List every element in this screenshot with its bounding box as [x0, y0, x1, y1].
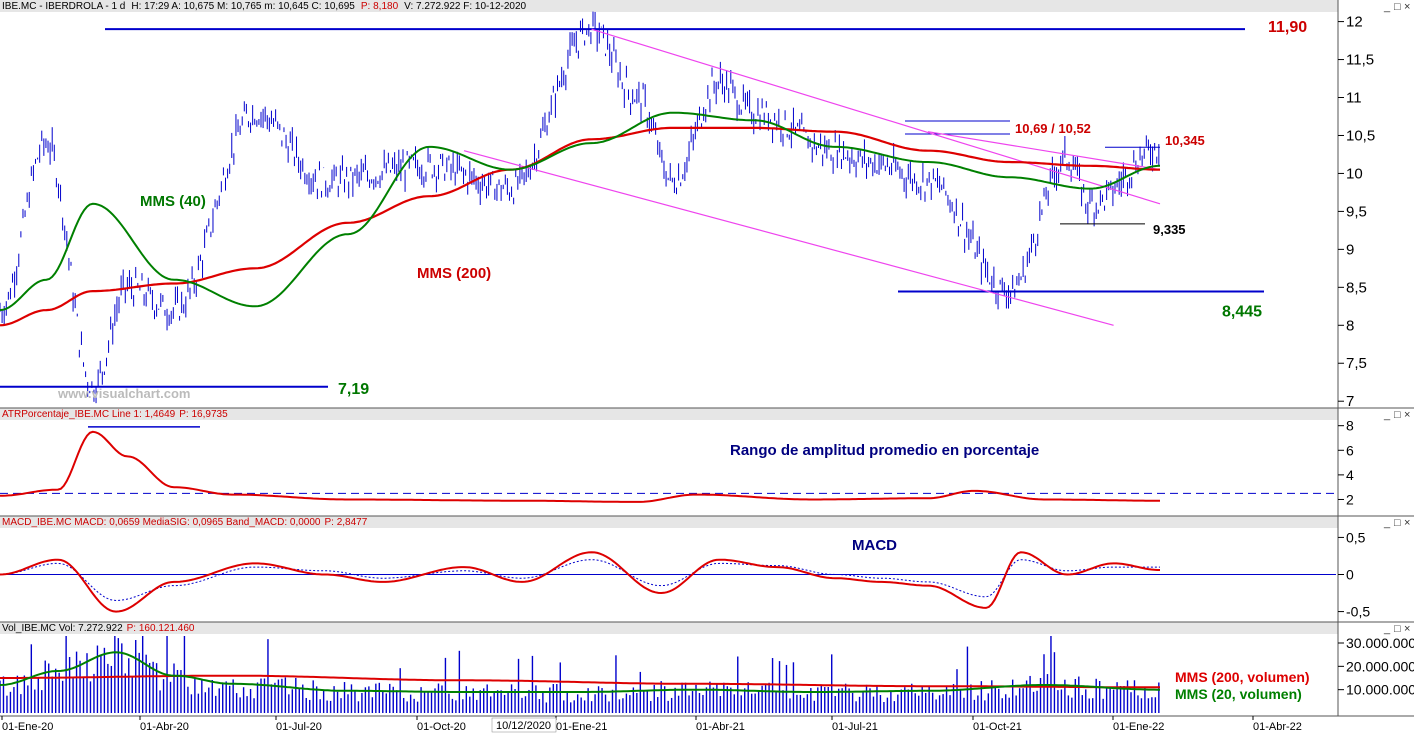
atr-header-bar	[0, 408, 1338, 420]
y-tick-label: 20.000.000	[1346, 658, 1414, 674]
restore-button[interactable]: □	[1394, 409, 1401, 421]
channel-lower-line	[463, 150, 1114, 326]
x-tick-label: 01-Abr-20	[140, 721, 189, 733]
y-tick-label: 11,5	[1346, 52, 1374, 69]
y-tick-label: 8,5	[1346, 279, 1367, 296]
price-pane: 7 7,5 8 8,5 9 9,5 10 10,5 11 11,5 12 11,90 10,69 / …	[0, 11, 1375, 410]
y-tick-label: 0	[1346, 567, 1354, 583]
x-tick-label: 01-Jul-21	[832, 721, 878, 733]
y-tick-label: 11	[1346, 90, 1362, 107]
atr-header-text: ATRPorcentaje_IBE.MC Line 1: 1,4649 P: 16…	[2, 409, 228, 420]
macd-header-text: MACD_IBE.MC MACD: 0,0659 MediaSIG: 0,096…	[2, 517, 368, 528]
x-tick-label: 01-Ene-21	[556, 721, 607, 733]
cursor-date: 10/12/2020	[496, 720, 551, 732]
y-tick-label: 7	[1346, 393, 1354, 410]
mms200-label: MMS (200)	[417, 265, 491, 282]
y-tick-label: -0,5	[1346, 604, 1370, 620]
volume-pane: 10.000.000 20.000.000 30.000.000 MMS (200,…	[0, 635, 1414, 713]
level-label: 9,335	[1153, 222, 1186, 237]
channel-upper-line	[591, 28, 1161, 205]
level-label: 8,445	[1222, 303, 1262, 320]
y-tick-label: 8	[1346, 418, 1354, 434]
level-label: 10,345	[1165, 133, 1205, 148]
level-label: 7,19	[338, 381, 369, 398]
minimize-button[interactable]: _	[1383, 1, 1391, 13]
y-tick-label: 12	[1346, 14, 1363, 31]
main-header-bar	[0, 0, 1338, 12]
x-tick-label: 01-Jul-20	[276, 721, 322, 733]
atr-title: Rango de amplitud promedio en porcentaje	[730, 442, 1039, 459]
x-tick-label: 01-Ene-20	[2, 721, 53, 733]
date-axis: 01-Ene-20 01-Abr-20 01-Jul-20 01-Oct-20 01-E…	[1, 716, 1302, 733]
y-tick-label: 2	[1346, 491, 1354, 507]
x-tick-label: 01-Oct-20	[417, 721, 466, 733]
y-tick-label: 10,5	[1346, 127, 1375, 144]
macd-line	[0, 551, 1160, 613]
atr-line	[0, 430, 1160, 503]
macd-header-bar	[0, 516, 1338, 528]
restore-button[interactable]: □	[1394, 1, 1401, 13]
macd-signal-line	[0, 559, 1160, 602]
mms200-line	[0, 126, 1160, 327]
vol-mms20-label: MMS (20, volumen)	[1175, 686, 1302, 702]
vol-mms200-line	[0, 674, 1160, 689]
main-header-text: IBE.MC - IBERDROLA - 1 d H: 17:29 A: 10,6…	[2, 1, 527, 12]
watermark: www.visualchart.com	[57, 386, 190, 401]
close-button[interactable]: ×	[1404, 517, 1410, 529]
vol-mms200-label: MMS (200, volumen)	[1175, 669, 1310, 685]
y-tick-label: 8	[1346, 317, 1354, 334]
vol-header-text: Vol_IBE.MC Vol: 7.272.922 P: 160.121.460	[2, 623, 195, 634]
y-tick-label: 6	[1346, 442, 1354, 458]
cursor-date-box	[491, 717, 557, 733]
trend-line	[927, 131, 1161, 171]
y-tick-label: 10	[1346, 165, 1363, 182]
y-tick-label: 4	[1346, 467, 1354, 483]
x-tick-label: 01-Abr-22	[1253, 721, 1302, 733]
y-tick-label: 9,5	[1346, 203, 1367, 220]
restore-button[interactable]: □	[1394, 623, 1401, 635]
close-button[interactable]: ×	[1404, 409, 1410, 421]
y-tick-label: 0,5	[1346, 529, 1366, 545]
level-label: 10,69 / 10,52	[1015, 121, 1091, 136]
close-button[interactable]: ×	[1404, 1, 1410, 13]
mms40-label: MMS (40)	[140, 193, 206, 210]
minimize-button[interactable]: _	[1383, 623, 1391, 635]
macd-pane: 0,5 0 -0,5	[0, 529, 1370, 620]
minimize-button[interactable]: _	[1383, 409, 1391, 421]
vol-header-bar	[0, 622, 1338, 634]
x-tick-label: 01-Abr-21	[696, 721, 745, 733]
minimize-button[interactable]: _	[1383, 517, 1391, 529]
close-button[interactable]: ×	[1404, 623, 1410, 635]
x-tick-label: 01-Oct-21	[973, 721, 1022, 733]
macd-title: MACD	[852, 537, 897, 554]
y-tick-label: 30.000.000	[1346, 635, 1414, 651]
level-label: 11,90	[1268, 19, 1307, 36]
vol-mms20-line	[0, 651, 1160, 693]
y-tick-label: 10.000.000	[1346, 682, 1414, 698]
restore-button[interactable]: □	[1394, 517, 1401, 529]
x-tick-label: 01-Ene-22	[1113, 721, 1164, 733]
y-tick-label: 7,5	[1346, 355, 1367, 372]
mms40-line	[0, 111, 1161, 312]
atr-pane: 2 4 6 8	[0, 418, 1354, 507]
y-tick-label: 9	[1346, 241, 1354, 258]
